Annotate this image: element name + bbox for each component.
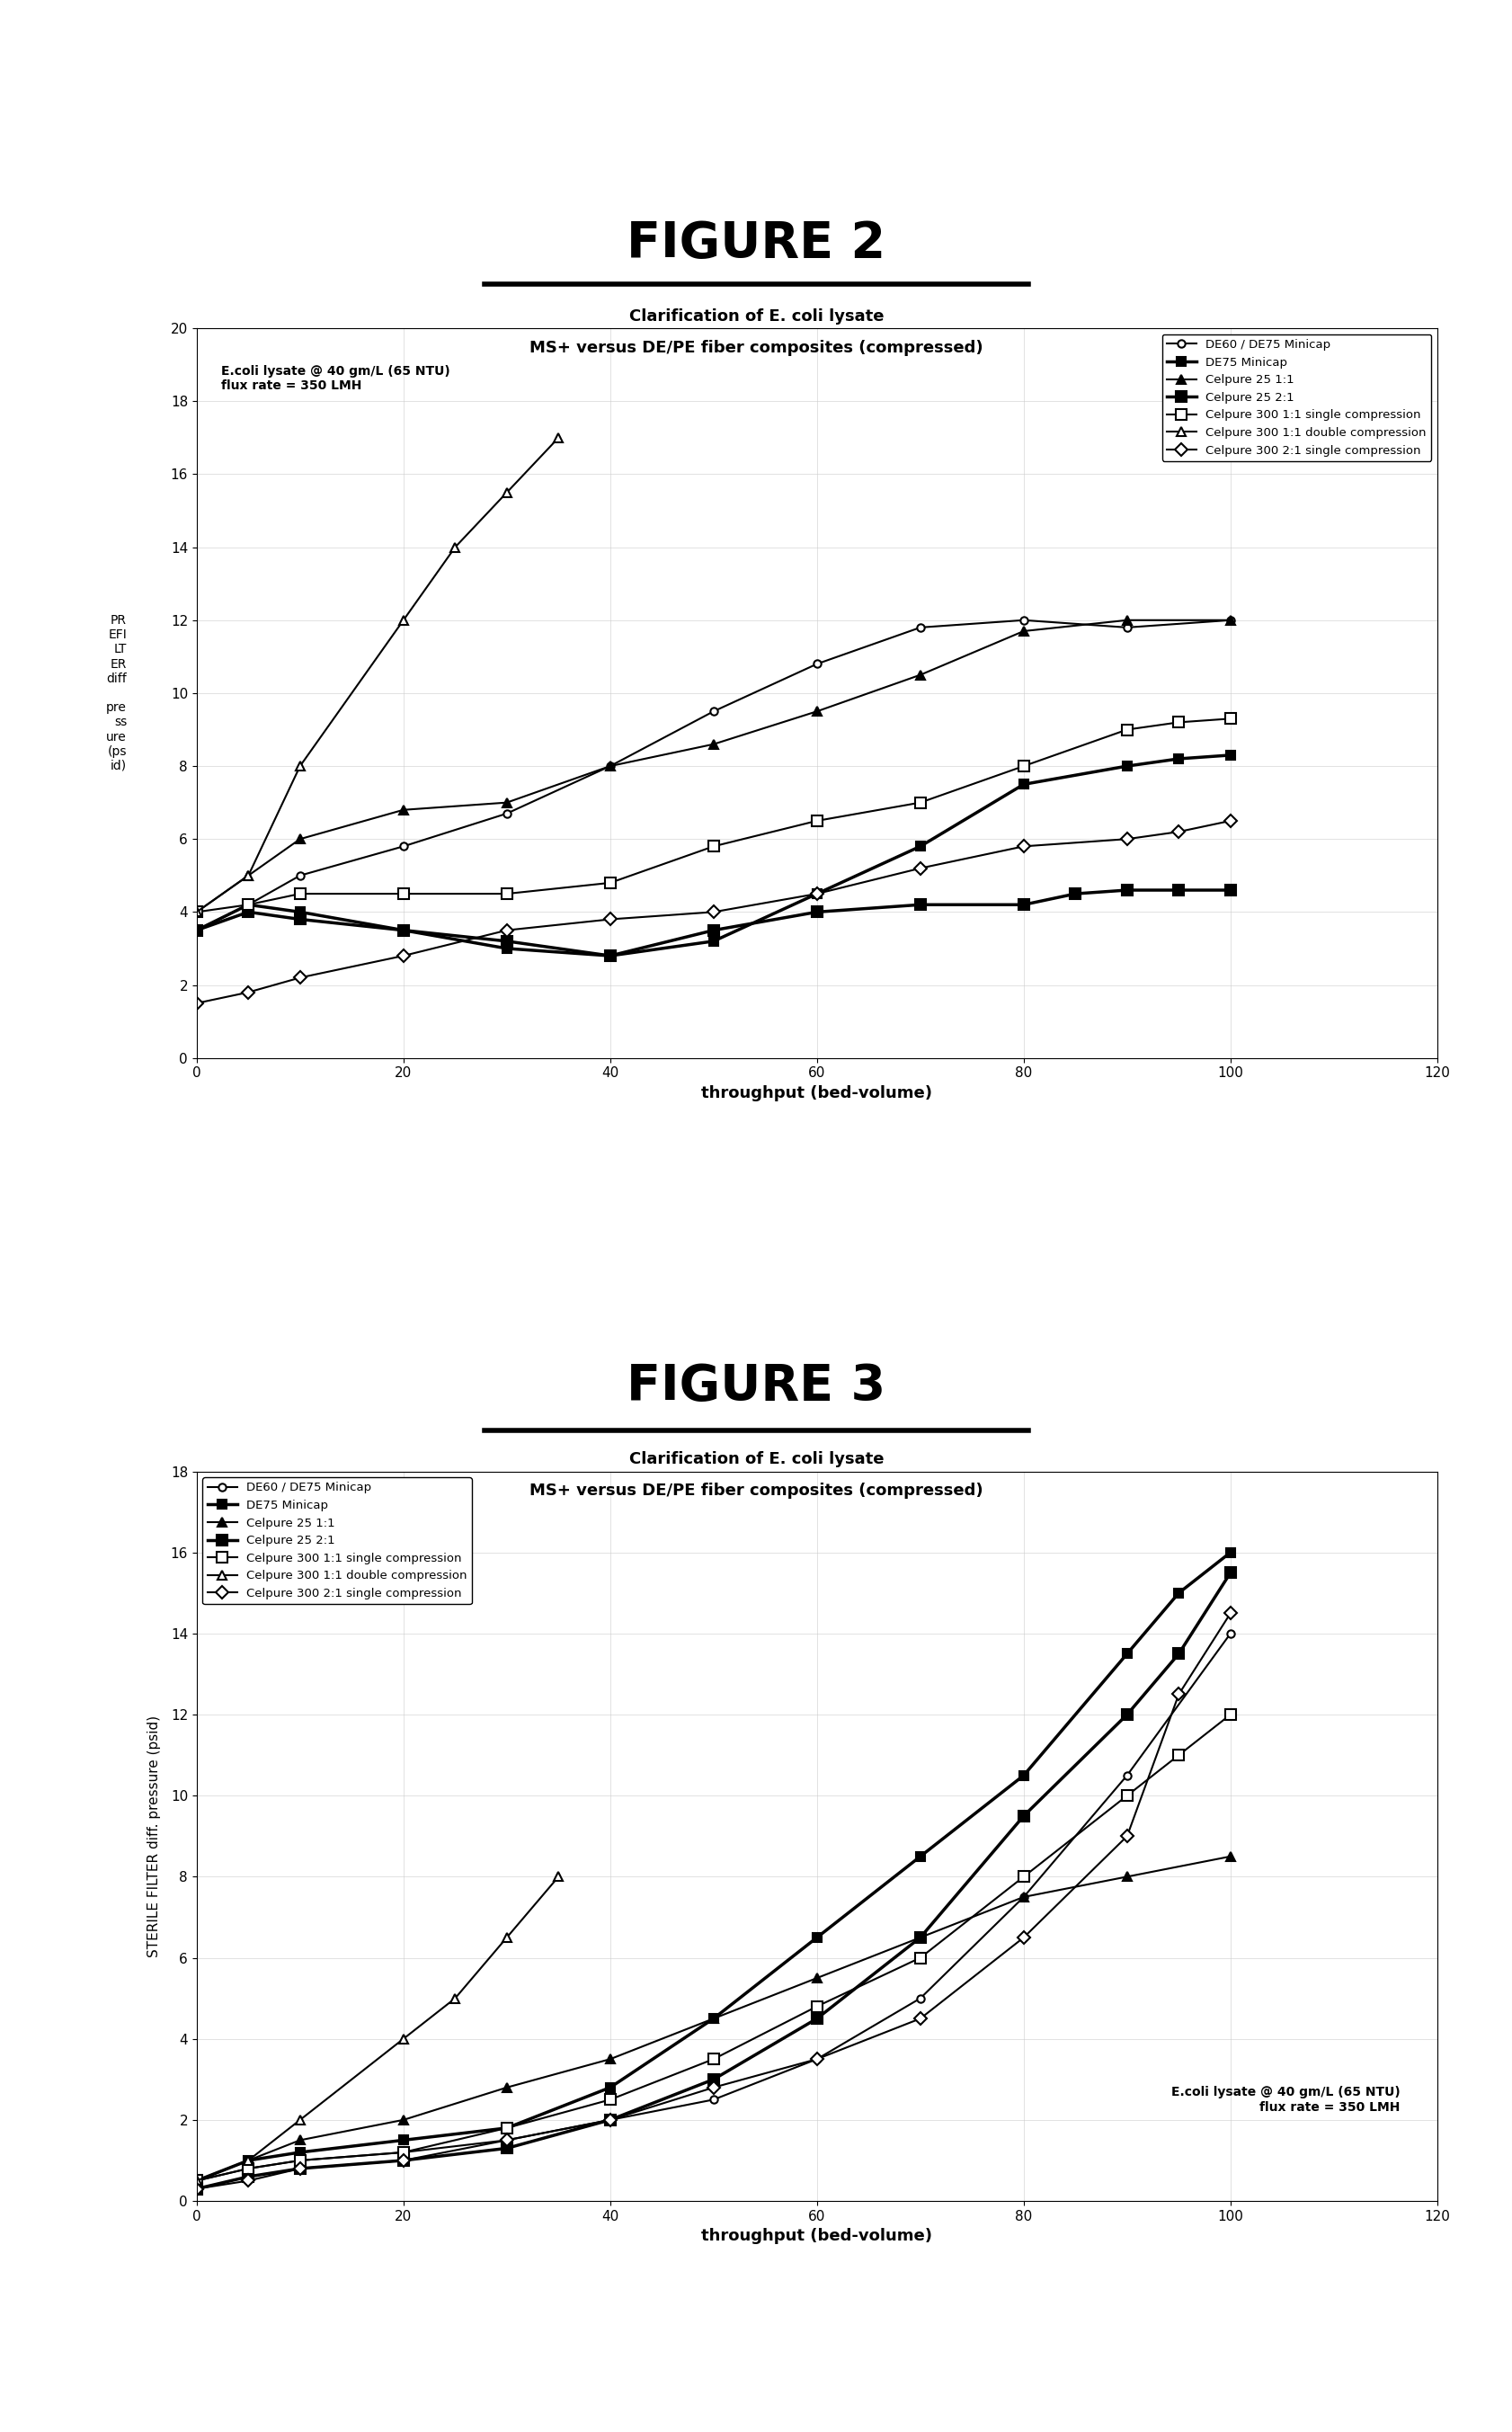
Y-axis label: PR
EFI
LT
ER
diff

pre
ss
ure
(ps
id): PR EFI LT ER diff pre ss ure (ps id) (106, 613, 127, 773)
X-axis label: throughput (bed-volume): throughput (bed-volume) (702, 1085, 931, 1102)
X-axis label: throughput (bed-volume): throughput (bed-volume) (702, 2228, 931, 2245)
Text: Clarification of E. coli lysate: Clarification of E. coli lysate (629, 1452, 883, 1466)
Text: E.coli lysate @ 40 gm/L (65 NTU)
flux rate = 350 LMH: E.coli lysate @ 40 gm/L (65 NTU) flux ra… (221, 365, 451, 392)
Text: Clarification of E. coli lysate: Clarification of E. coli lysate (629, 309, 883, 323)
Legend: DE60 / DE75 Minicap, DE75 Minicap, Celpure 25 1:1, Celpure 25 2:1, Celpure 300 1: DE60 / DE75 Minicap, DE75 Minicap, Celpu… (203, 1476, 472, 1605)
Y-axis label: STERILE FILTER diff. pressure (psid): STERILE FILTER diff. pressure (psid) (147, 1715, 160, 1958)
Text: FIGURE 3: FIGURE 3 (626, 1362, 886, 1411)
Text: E.coli lysate @ 40 gm/L (65 NTU)
flux rate = 350 LMH: E.coli lysate @ 40 gm/L (65 NTU) flux ra… (1170, 2087, 1399, 2113)
Text: FIGURE 2: FIGURE 2 (626, 219, 886, 268)
Text: MS+ versus DE/PE fiber composites (compressed): MS+ versus DE/PE fiber composites (compr… (529, 1484, 983, 1498)
Legend: DE60 / DE75 Minicap, DE75 Minicap, Celpure 25 1:1, Celpure 25 2:1, Celpure 300 1: DE60 / DE75 Minicap, DE75 Minicap, Celpu… (1161, 333, 1430, 462)
Text: MS+ versus DE/PE fiber composites (compressed): MS+ versus DE/PE fiber composites (compr… (529, 340, 983, 355)
